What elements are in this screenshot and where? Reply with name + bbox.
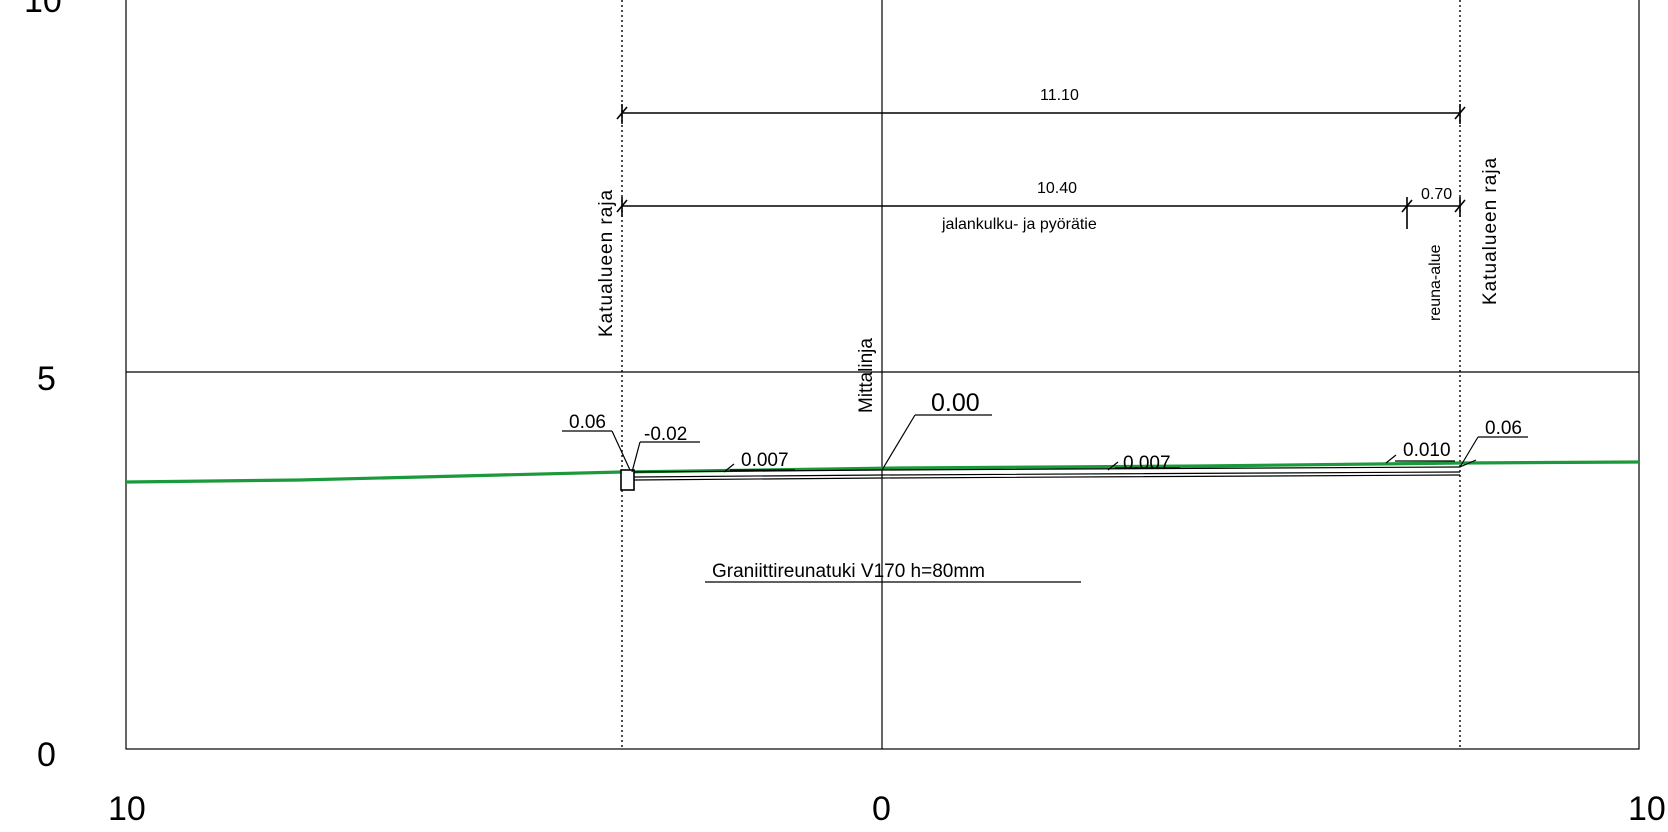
x-tick-right-10: 10	[1628, 790, 1666, 828]
curb-stone	[620, 469, 635, 491]
dim-slash	[616, 199, 628, 213]
x-tick-left-10: 10	[108, 790, 146, 828]
path-type-label: jalankulku- ja pyörätie	[941, 216, 1097, 233]
leader-line	[611, 430, 631, 471]
path-width-label: 10.40	[1037, 180, 1077, 197]
dim-slash	[616, 106, 628, 120]
left-height-label: 0.06	[569, 412, 606, 433]
right-boundary-label: Katualueen raja	[1480, 157, 1501, 305]
slope-right-label: 0.007	[1123, 453, 1171, 474]
x-tick-0: 0	[872, 790, 891, 828]
leader-line	[631, 441, 641, 473]
left-boundary-label: Katualueen raja	[596, 189, 617, 337]
dim-slash	[1454, 199, 1466, 213]
leader-line	[1459, 436, 1479, 468]
edge-width-label: 0.70	[1421, 186, 1452, 203]
leader-line	[881, 414, 916, 471]
pavement-layer-line	[633, 471, 1461, 478]
dim-slash	[1454, 106, 1466, 120]
curb-note-label: Graniittireunatuki V170 h=80mm	[712, 561, 985, 582]
curb-height-label: -0.02	[644, 424, 687, 445]
centerline-label: Mittalinja	[856, 338, 877, 413]
y-tick-0: 0	[37, 736, 56, 774]
y-tick-5: 5	[37, 360, 56, 398]
dim-slash	[1401, 199, 1413, 213]
slope-arrow	[723, 463, 735, 473]
slope-left-label: 0.007	[741, 450, 789, 471]
slope-edge-label: 0.010	[1403, 440, 1451, 461]
total-width-label: 11.10	[1040, 87, 1079, 104]
center-height-label: 0.00	[931, 389, 980, 417]
pavement-bottom-line	[633, 474, 1461, 481]
right-height-label: 0.06	[1485, 418, 1522, 439]
slope-arrow	[1385, 454, 1397, 464]
leader-arrow	[1459, 459, 1477, 468]
edge-area-label: reuna-alue	[1427, 244, 1444, 321]
slope-arrow	[1107, 461, 1119, 471]
y-tick-10: 10	[24, 0, 62, 20]
